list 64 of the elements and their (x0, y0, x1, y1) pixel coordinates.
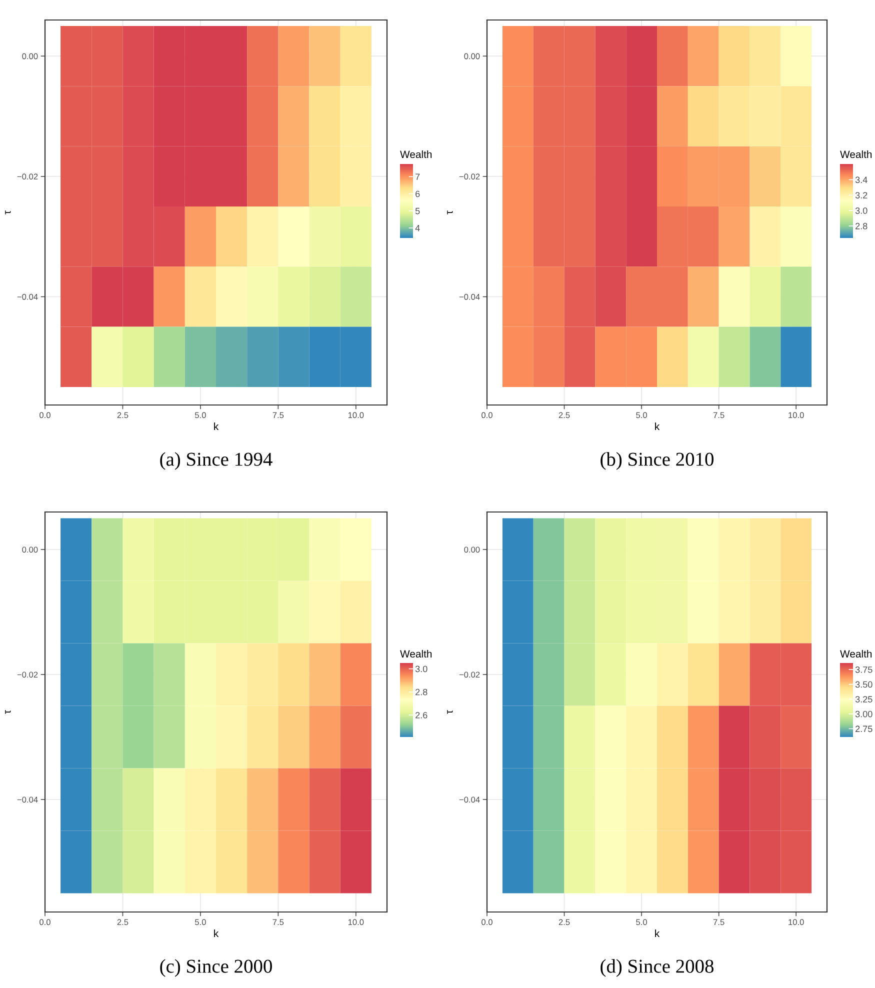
color-bar-label: 3.25 (855, 696, 872, 702)
y-axis-title: τ (447, 210, 453, 214)
color-bar-label: 3.0 (855, 207, 868, 214)
x-tick-label: 7.5 (272, 412, 284, 418)
x-tick-label: 5.0 (194, 412, 206, 418)
color-bar-label: 2.8 (856, 222, 868, 230)
y-tick-label: 0.00 (464, 546, 480, 553)
color-bar-label: 3.75 (855, 666, 872, 673)
color-bar-label: 3.2 (855, 192, 868, 198)
color-bar-label: 3.0 (415, 666, 428, 672)
x-tick-label: 10.0 (788, 412, 804, 418)
text: (b) Since 2010 (600, 452, 714, 470)
y-tick-label: 0.00 (22, 53, 38, 60)
x-tick-label: 2.5 (558, 412, 570, 418)
y-tick-label: −0.04 (459, 796, 480, 803)
x-tick-label: 2.5 (117, 919, 128, 926)
y-tick-label: −0.02 (459, 672, 480, 678)
y-tick-label: −0.04 (17, 796, 38, 803)
x-tick-label: 0.0 (482, 412, 492, 418)
x-tick-label: 7.5 (272, 919, 284, 926)
y-tick-label: −0.04 (17, 294, 38, 300)
x-axis-title: k (655, 929, 660, 938)
y-tick-label: 0.00 (464, 53, 480, 60)
y-tick-label: −0.02 (17, 174, 38, 180)
color-bar-title: Wealth (840, 650, 872, 658)
color-bar-label: 7 (416, 174, 420, 180)
x-tick-label: 0.0 (40, 919, 50, 926)
x-tick-label: 2.5 (558, 919, 570, 926)
y-axis-title: τ (5, 210, 11, 214)
color-bar-label: 3.50 (855, 681, 872, 688)
x-tick-label: 7.5 (713, 919, 724, 926)
color-bar-label: 3.00 (855, 710, 872, 718)
text: (d) Since 2008 (600, 959, 714, 977)
y-tick-label: −0.02 (17, 672, 38, 678)
color-bar-label: 3.4 (855, 176, 868, 184)
x-tick-label: 5.0 (636, 919, 648, 926)
text: (c) Since 2000 (160, 959, 272, 977)
y-tick-label: −0.02 (459, 174, 480, 180)
color-bar-title: Wealth (400, 650, 432, 658)
y-axis-title: τ (447, 710, 453, 714)
x-tick-label: 2.5 (117, 412, 128, 418)
color-bar-label: 2.75 (856, 726, 872, 732)
color-bar-label: 2.6 (416, 712, 428, 718)
x-tick-label: 0.0 (482, 919, 492, 926)
color-bar-label: 6 (416, 190, 420, 198)
x-axis-title: k (655, 422, 660, 430)
x-tick-label: 0.0 (40, 412, 50, 418)
x-tick-label: 5.0 (636, 412, 648, 418)
x-axis-title: k (214, 929, 219, 938)
text: (a) Since 1994 (160, 452, 272, 470)
x-tick-label: 7.5 (713, 412, 724, 418)
y-tick-label: −0.04 (459, 294, 480, 300)
y-axis-title: τ (5, 710, 11, 714)
x-tick-label: 5.0 (194, 919, 206, 926)
x-tick-label: 10.0 (788, 919, 804, 926)
color-bar-label: 2.8 (416, 688, 428, 696)
x-axis-title: k (214, 422, 219, 430)
x-tick-label: 10.0 (348, 412, 364, 418)
color-bar-label: 4 (415, 224, 420, 232)
y-tick-label: 0.00 (22, 546, 38, 553)
color-bar-title: Wealth (840, 150, 872, 158)
x-tick-label: 10.0 (348, 919, 364, 926)
color-bar-title: Wealth (400, 150, 432, 158)
color-bar-label: 5 (415, 208, 420, 214)
